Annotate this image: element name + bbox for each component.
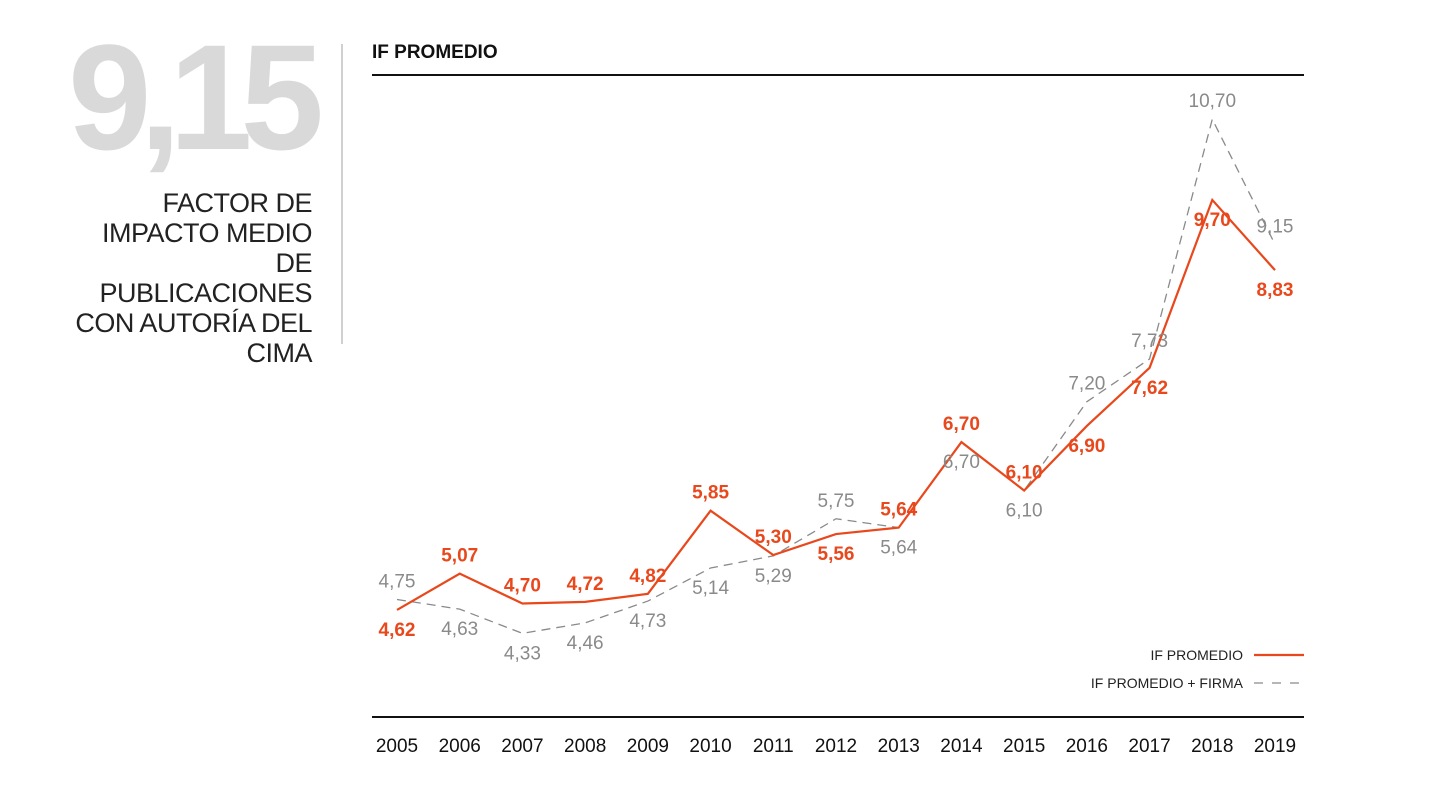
data-label: 4,62 [379,620,416,641]
x-tick-label: 2006 [439,736,481,757]
data-label: 4,73 [629,611,666,632]
data-label: 6,70 [943,452,980,473]
x-tick-label: 2007 [501,736,543,757]
headline-caption: FACTOR DE IMPACTO MEDIO DE PUBLICACIONES… [75,188,312,368]
data-label: 5,14 [692,578,729,599]
data-label: 10,70 [1189,91,1237,112]
data-label: 8,83 [1257,280,1294,301]
x-tick-label: 2011 [753,736,794,757]
series-line-if-promedio [396,197,1276,611]
x-tick-label: 2008 [564,736,606,757]
data-label: 4,70 [504,576,541,597]
data-label: 6,70 [943,414,980,435]
legend-label: IF PROMEDIO [1150,647,1243,663]
data-label: 4,82 [629,566,666,587]
data-label: 5,56 [818,544,855,565]
data-label: 5,85 [692,483,729,504]
data-label: 5,30 [755,527,792,548]
data-label: 5,07 [441,546,478,567]
chart-title: IF PROMEDIO [372,42,498,63]
x-tick-label: 2010 [689,736,731,757]
data-label: 5,64 [880,538,917,559]
data-label: 7,62 [1131,378,1168,399]
data-label: 9,15 [1257,216,1294,237]
divider [341,44,343,344]
x-tick-label: 2016 [1066,736,1108,757]
headline-value: 9,15 [68,13,324,181]
x-tick-label: 2019 [1254,736,1296,757]
data-label: 5,29 [755,566,792,587]
data-label: 4,46 [567,633,604,654]
data-label: 7,73 [1131,331,1168,352]
x-tick-label: 2014 [940,736,983,757]
data-label: 6,90 [1068,436,1105,457]
data-label: 4,33 [504,643,541,664]
data-label: 4,63 [441,619,478,640]
data-label: 5,64 [880,500,917,521]
legend-label: IF PROMEDIO + FIRMA [1091,675,1244,691]
x-tick-label: 2005 [376,736,418,757]
data-label: 4,75 [379,571,416,592]
data-label: 6,10 [1006,501,1043,522]
x-tick-label: 2015 [1003,736,1045,757]
x-tick-label: 2018 [1191,736,1233,757]
data-label: 5,75 [818,491,855,512]
data-label: 6,10 [1006,463,1043,484]
x-tick-label: 2009 [627,736,669,757]
series-line-if-promedio-firma [396,117,1276,635]
data-label: 4,72 [567,574,604,595]
data-label: 9,70 [1194,210,1231,231]
x-tick-label: 2017 [1128,736,1170,757]
data-label: 7,20 [1068,374,1105,395]
x-tick-label: 2013 [878,736,920,757]
x-tick-label: 2012 [815,736,857,757]
